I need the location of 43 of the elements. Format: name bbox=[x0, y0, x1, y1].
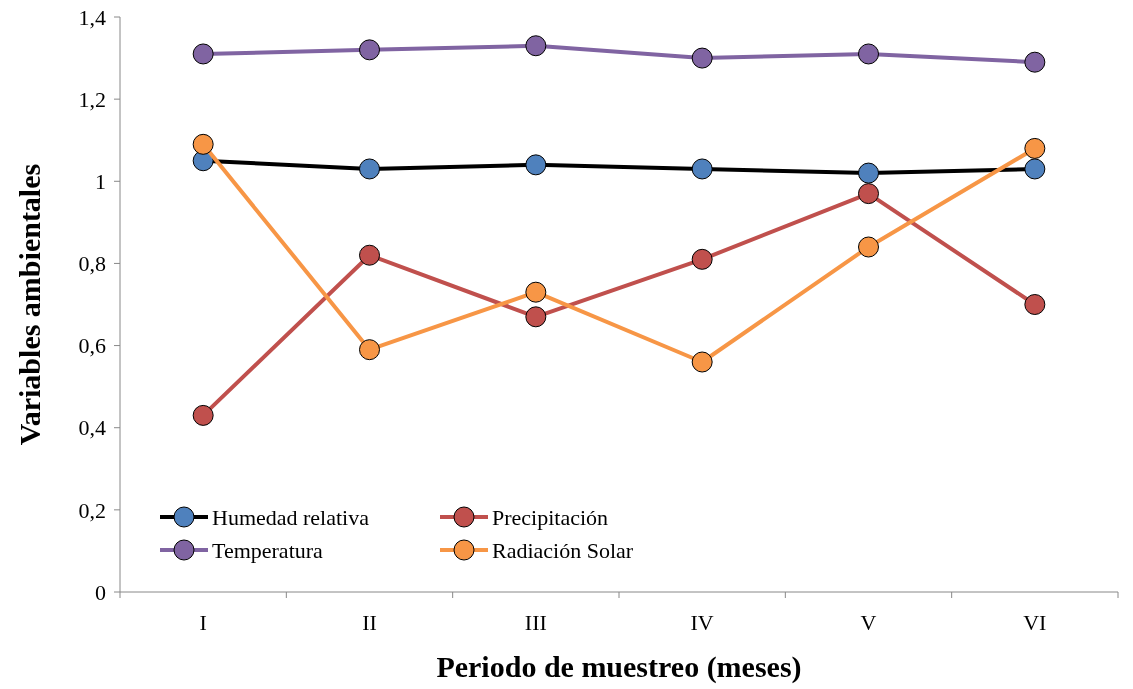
x-tick-label: III bbox=[524, 610, 547, 635]
point bbox=[359, 339, 380, 361]
point bbox=[525, 154, 547, 176]
y-tick-label: 0,4 bbox=[78, 415, 106, 441]
point bbox=[691, 47, 713, 69]
y-tick-label: 0 bbox=[95, 579, 106, 605]
legend-label: Precipitación bbox=[492, 504, 609, 530]
y-axis-title: Variables ambientales bbox=[13, 163, 46, 446]
x-tick-label: II bbox=[362, 610, 377, 635]
point bbox=[1024, 51, 1046, 73]
legend-label: Temperatura bbox=[212, 537, 324, 563]
x-axis-title: Periodo de muestreo (meses) bbox=[436, 650, 802, 684]
point bbox=[1024, 294, 1046, 315]
point bbox=[858, 43, 879, 65]
point bbox=[192, 404, 214, 426]
point bbox=[1024, 137, 1046, 159]
point bbox=[525, 35, 547, 57]
x-tick-label: I bbox=[199, 610, 207, 635]
legend-label: Humedad relativa bbox=[212, 504, 370, 530]
point bbox=[192, 43, 214, 65]
point bbox=[691, 351, 713, 373]
y-tick-label: 1,2 bbox=[78, 86, 106, 112]
y-tick-label: 1,4 bbox=[78, 4, 106, 30]
point bbox=[858, 183, 879, 205]
point bbox=[1024, 158, 1046, 180]
point bbox=[359, 39, 380, 61]
y-tick-label: 0,2 bbox=[78, 497, 106, 523]
point bbox=[858, 236, 879, 258]
y-tick-label: 0,6 bbox=[78, 333, 106, 359]
legend-label: Radiación Solar bbox=[492, 537, 634, 563]
point bbox=[525, 306, 547, 328]
y-tick-label: 1 bbox=[95, 168, 106, 194]
point bbox=[691, 248, 713, 270]
y-tick-label: 0,8 bbox=[78, 251, 106, 277]
point bbox=[525, 281, 547, 303]
point bbox=[359, 158, 380, 180]
point bbox=[858, 162, 879, 184]
x-tick-label: VI bbox=[1023, 610, 1047, 635]
point bbox=[359, 244, 380, 266]
x-tick-label: IV bbox=[690, 610, 714, 635]
point bbox=[691, 158, 713, 180]
x-tick-label: V bbox=[860, 610, 877, 635]
point bbox=[192, 133, 214, 155]
